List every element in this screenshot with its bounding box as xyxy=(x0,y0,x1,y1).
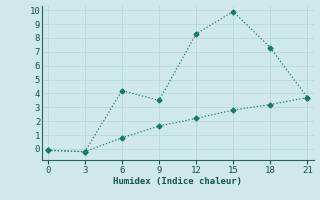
X-axis label: Humidex (Indice chaleur): Humidex (Indice chaleur) xyxy=(113,177,242,186)
